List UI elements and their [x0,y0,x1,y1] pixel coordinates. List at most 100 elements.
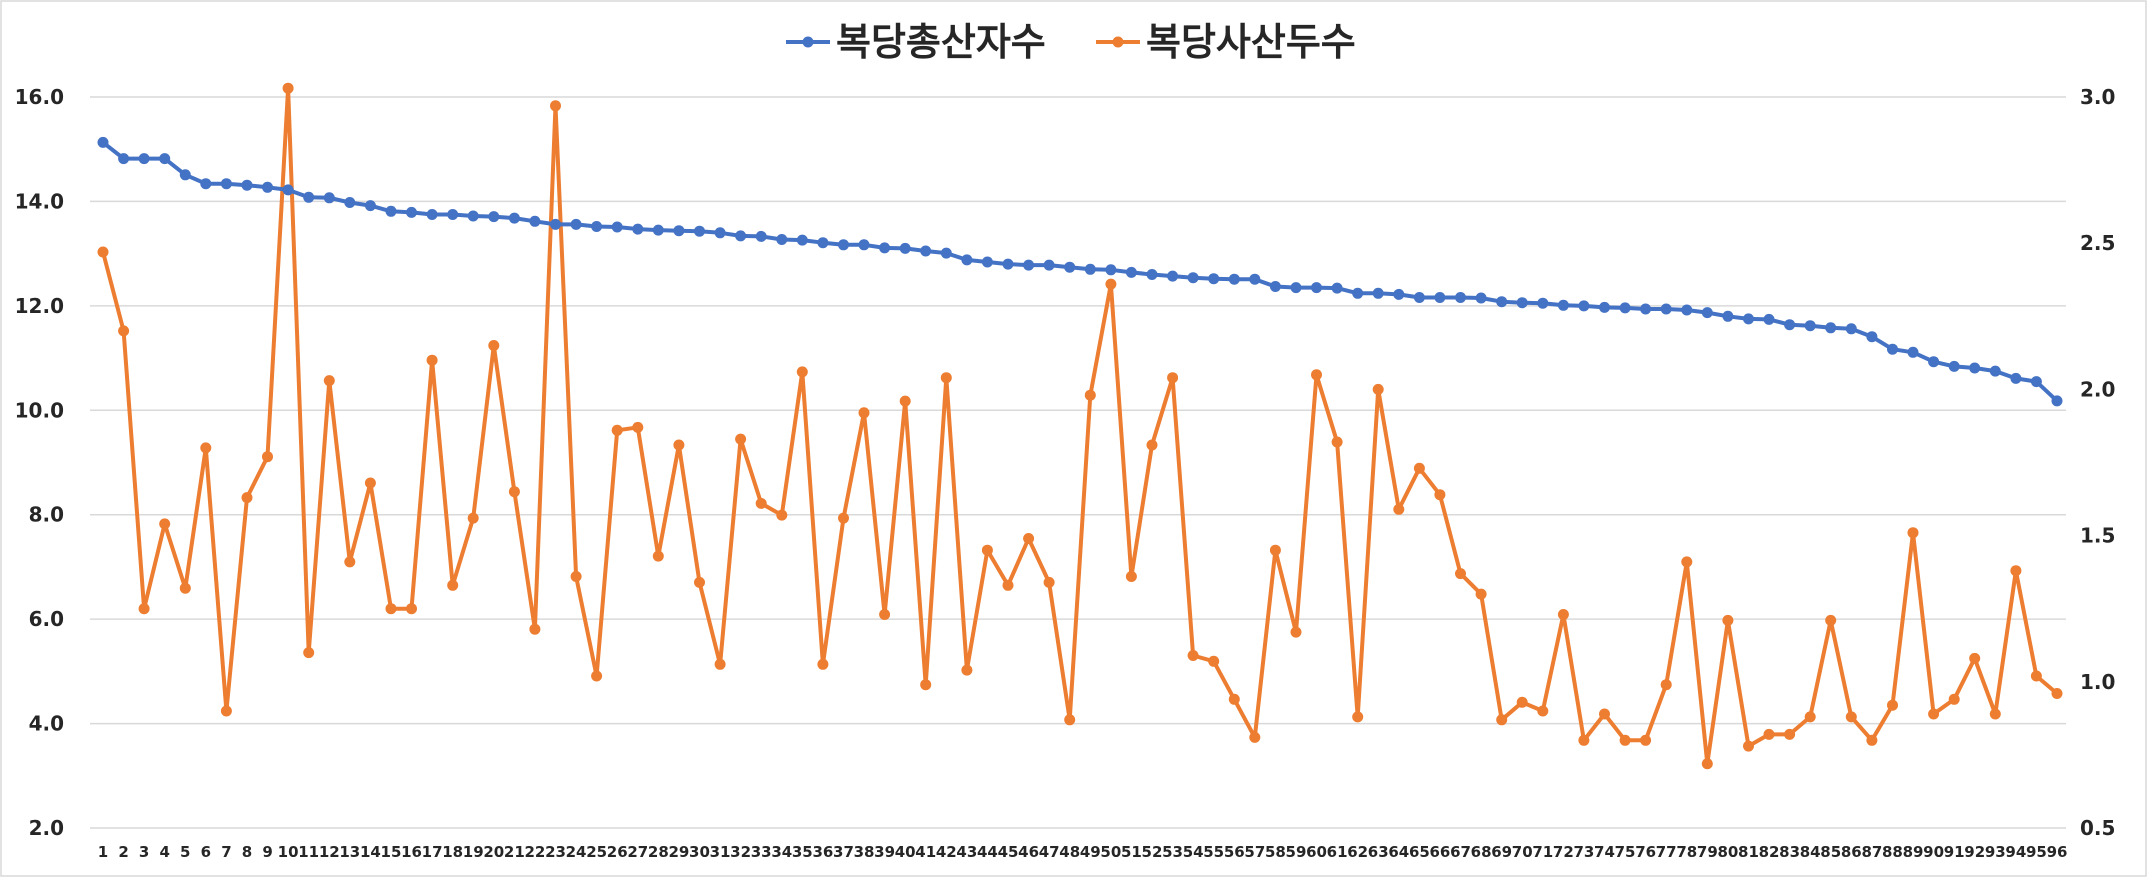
data-point [488,211,500,223]
x-tick-label: 65 [1409,843,1430,861]
data-point [940,247,952,259]
data-point [1023,259,1035,271]
data-point [879,242,891,254]
data-point [1002,258,1014,270]
data-point [1763,313,1775,325]
data-point [1249,273,1261,285]
x-tick-label: 33 [751,843,772,861]
data-point [1043,576,1055,588]
x-tick-label: 47 [1039,843,1060,861]
data-point [344,556,356,568]
data-point [1969,652,1981,664]
data-point [961,254,973,266]
data-point [1084,263,1096,275]
x-tick-label: 42 [936,843,957,861]
series-layer [97,82,2063,770]
data-point [1269,281,1281,292]
data-point [241,179,253,191]
legend: 복당총산자수 복당사산두수 [786,20,1356,64]
data-point [364,200,376,212]
data-point [1557,609,1569,620]
x-tick-label: 74 [1594,843,1615,861]
data-point [1743,740,1754,752]
x-tick-label: 31 [710,843,731,861]
data-point [406,603,417,615]
x-tick-label: 1 [98,843,108,861]
data-point [1413,292,1425,303]
data-point [858,407,870,419]
x-tick-label: 46 [1018,843,1039,861]
data-point [1640,734,1652,746]
x-tick-label: 20 [483,843,504,861]
legend-label-0: 복당총산자수 [836,20,1046,64]
x-tick-label: 27 [627,843,648,861]
x-tick-label: 6 [201,843,211,861]
data-point [981,256,993,268]
data-point [1907,527,1919,539]
data-point [920,245,932,257]
data-point [1516,297,1528,309]
data-point [673,225,685,237]
data-point [1311,369,1322,381]
data-point [385,603,397,615]
series-1 [97,82,2063,770]
x-tick-label: 94 [2005,843,2026,861]
legend-label-1: 복당사산두수 [1146,20,1356,64]
data-point [879,609,891,620]
right-y-tick-label: 1.0 [2080,670,2115,694]
data-point [838,512,849,524]
data-point [776,509,788,521]
data-point [796,234,808,246]
x-tick-label: 43 [956,843,977,861]
data-point [1989,365,2001,377]
data-point [2051,688,2063,699]
data-point [981,544,993,556]
data-point [1269,544,1281,556]
data-point [1763,728,1775,740]
x-tick-label: 36 [812,843,833,861]
x-axis: 1 2 3 4 5 6 7 8 9 10 11 12 13 14 15 16 17 18 19 20 21 22 23 24 2… [98,843,2068,861]
data-point [262,181,273,193]
x-tick-label: 63 [1368,843,1389,861]
data-point [1804,711,1816,723]
x-tick-label: 23 [545,843,566,861]
x-tick-label: 72 [1553,843,1574,861]
data-point [1825,322,1837,334]
data-point [1249,731,1261,743]
data-point [508,486,520,498]
data-point [1948,693,1960,705]
x-tick-label: 54 [1183,843,1204,861]
x-tick-label: 83 [1779,843,1800,861]
x-tick-label: 89 [1903,843,1924,861]
data-point [1352,287,1364,299]
data-point [1311,282,1322,294]
data-point [200,442,212,454]
data-point [714,658,726,670]
data-point [570,218,582,230]
data-point [467,512,479,524]
left-y-tick-label: 6.0 [29,607,64,631]
data-point [1167,372,1179,384]
x-tick-label: 79 [1697,843,1718,861]
x-tick-label: 78 [1676,843,1697,861]
x-tick-label: 86 [1841,843,1862,861]
x-tick-label: 28 [648,843,669,861]
data-point [262,451,273,463]
data-point [303,191,315,203]
data-point [1496,714,1508,726]
data-point [1187,272,1199,284]
data-point [179,169,191,181]
legend-item-0: 복당총산자수 [786,20,1046,64]
data-point [1969,362,1981,374]
data-point [1825,614,1837,626]
x-tick-label: 93 [1985,843,2006,861]
data-point [2010,372,2022,384]
data-point [2030,670,2042,682]
data-point [1393,288,1405,300]
data-point [1125,266,1137,278]
data-point [118,325,130,337]
data-point [1393,503,1405,515]
data-point [385,205,397,217]
data-point [1599,301,1610,313]
